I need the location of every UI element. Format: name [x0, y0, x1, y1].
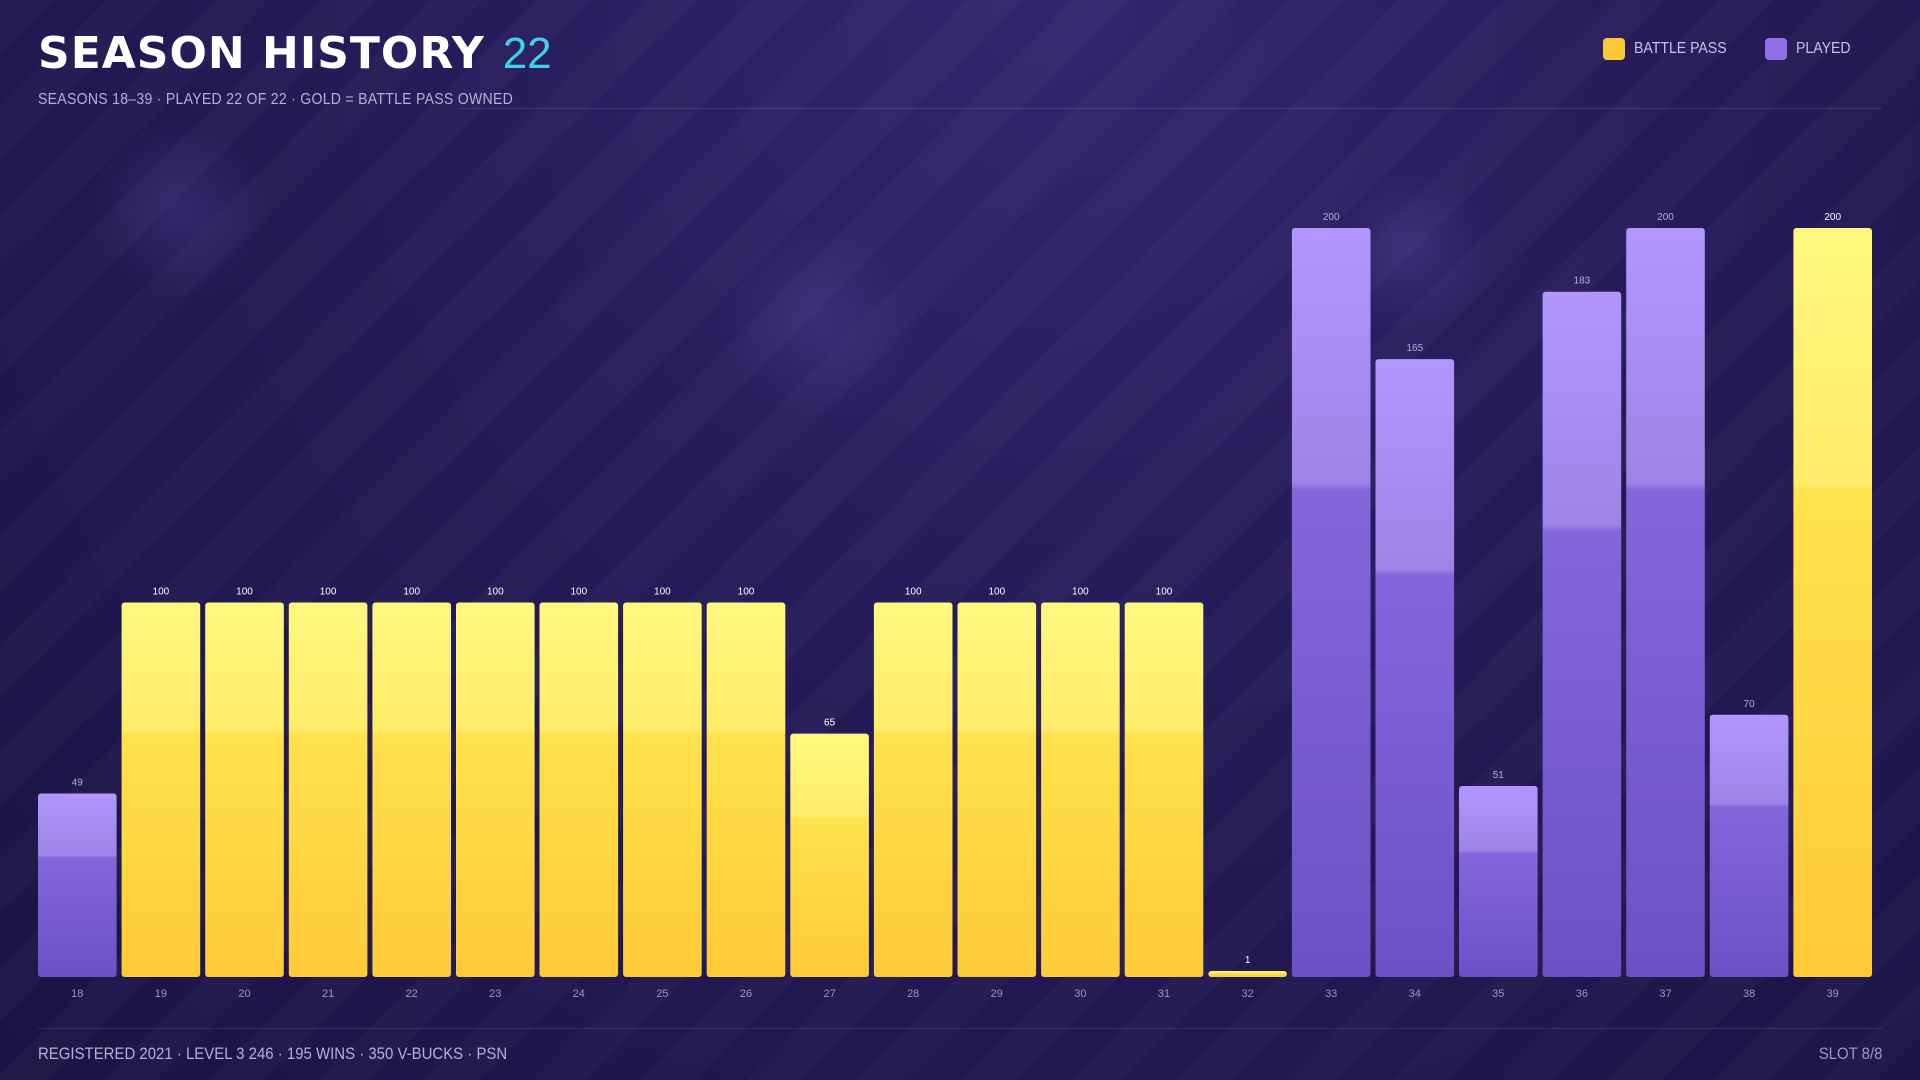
season-count: 22	[502, 29, 552, 78]
x-tick-label: 28	[907, 988, 919, 1000]
bar-season-36	[1542, 291, 1622, 977]
x-tick-label: 35	[1492, 988, 1504, 1000]
x-tick-label: 25	[656, 988, 668, 1000]
chart-bars: 49 18 100 19 100 20 100 21 100 22 100 23 100 24 100 25 1…	[38, 212, 1872, 1000]
x-tick-label: 32	[1241, 988, 1253, 1000]
value-label: 183	[1574, 276, 1591, 287]
bar-season-32	[1208, 971, 1287, 977]
bar-season-22	[372, 602, 451, 977]
value-label: 100	[1156, 587, 1173, 598]
value-label: 1	[1245, 955, 1251, 966]
bar-season-31	[1124, 602, 1204, 977]
x-tick-label: 34	[1409, 988, 1421, 1000]
x-tick-label: 36	[1576, 988, 1588, 1000]
value-label: 100	[738, 587, 755, 598]
bar-season-27	[790, 733, 869, 977]
bar-season-18	[38, 793, 117, 977]
value-label: 100	[487, 587, 504, 598]
account-summary: REGISTERED 2021 · LEVEL 3 246 · 195 WINS…	[38, 1044, 508, 1063]
bar-season-29	[957, 602, 1037, 977]
chart-legend: BATTLE PASS PLAYED	[1602, 38, 1858, 60]
value-label: 200	[1824, 212, 1841, 223]
bar-season-21	[288, 602, 368, 977]
bar-season-30	[1041, 602, 1120, 977]
bar-season-26	[706, 602, 786, 977]
bar-season-20	[205, 602, 284, 977]
value-label: 100	[1072, 587, 1089, 598]
x-tick-label: 31	[1158, 988, 1170, 1000]
slot-indicator: SLOT 8/8	[1818, 1044, 1882, 1063]
x-tick-label: 37	[1659, 988, 1671, 1000]
legend-label: PLAYED	[1796, 40, 1851, 57]
x-tick-label: 29	[991, 988, 1003, 1000]
bar-season-34	[1375, 359, 1455, 978]
bar-season-37	[1626, 228, 1705, 977]
bar-season-28	[873, 602, 953, 977]
value-label: 100	[905, 587, 922, 598]
legend-swatch-played	[1765, 38, 1788, 60]
x-tick-label: 33	[1325, 988, 1337, 1000]
legend-swatch-battle-pass	[1602, 38, 1625, 60]
x-tick-label: 24	[573, 988, 585, 1000]
footer-divider	[38, 1028, 1882, 1029]
x-tick-label: 39	[1827, 988, 1839, 1000]
value-label: 100	[153, 587, 170, 598]
bar-season-39	[1793, 228, 1872, 977]
x-tick-label: 21	[322, 988, 334, 1000]
value-label: 100	[236, 587, 253, 598]
bar-season-24	[539, 602, 619, 977]
bar-season-38	[1709, 714, 1789, 977]
bar-season-33	[1291, 228, 1371, 977]
page-title: SEASON HISTORY	[38, 28, 485, 79]
page-subtitle: SEASONS 18–39 · PLAYED 22 OF 22 · GOLD =…	[38, 91, 514, 108]
value-label: 100	[988, 587, 1005, 598]
value-label: 70	[1744, 699, 1756, 710]
bar-season-25	[623, 602, 702, 977]
legend-item-battle-pass: BATTLE PASS	[1602, 38, 1739, 60]
value-label: 100	[320, 587, 337, 598]
value-label: 100	[570, 587, 587, 598]
value-label: 51	[1493, 770, 1505, 781]
x-tick-label: 19	[155, 988, 167, 1000]
x-tick-label: 38	[1743, 988, 1755, 1000]
chart-header: SEASON HISTORY 22 SEASONS 18–39 · PLAYED…	[38, 28, 578, 109]
value-label: 100	[654, 587, 671, 598]
x-tick-label: 30	[1074, 988, 1086, 1000]
value-label: 65	[824, 718, 836, 729]
legend-label: BATTLE PASS	[1633, 40, 1727, 57]
x-tick-label: 27	[823, 988, 835, 1000]
value-label: 100	[403, 587, 420, 598]
value-label: 200	[1323, 212, 1340, 223]
bar-season-19	[121, 602, 201, 977]
x-tick-label: 20	[238, 988, 250, 1000]
x-tick-label: 26	[740, 988, 752, 1000]
x-tick-label: 18	[71, 988, 83, 1000]
value-label: 200	[1657, 212, 1674, 223]
bar-season-23	[456, 602, 535, 977]
bar-season-35	[1459, 786, 1538, 977]
value-label: 165	[1406, 343, 1423, 354]
header-divider	[460, 108, 1882, 109]
x-tick-label: 22	[406, 988, 418, 1000]
x-tick-label: 23	[489, 988, 501, 1000]
value-label: 49	[72, 778, 84, 789]
legend-item-played: PLAYED	[1765, 38, 1858, 60]
